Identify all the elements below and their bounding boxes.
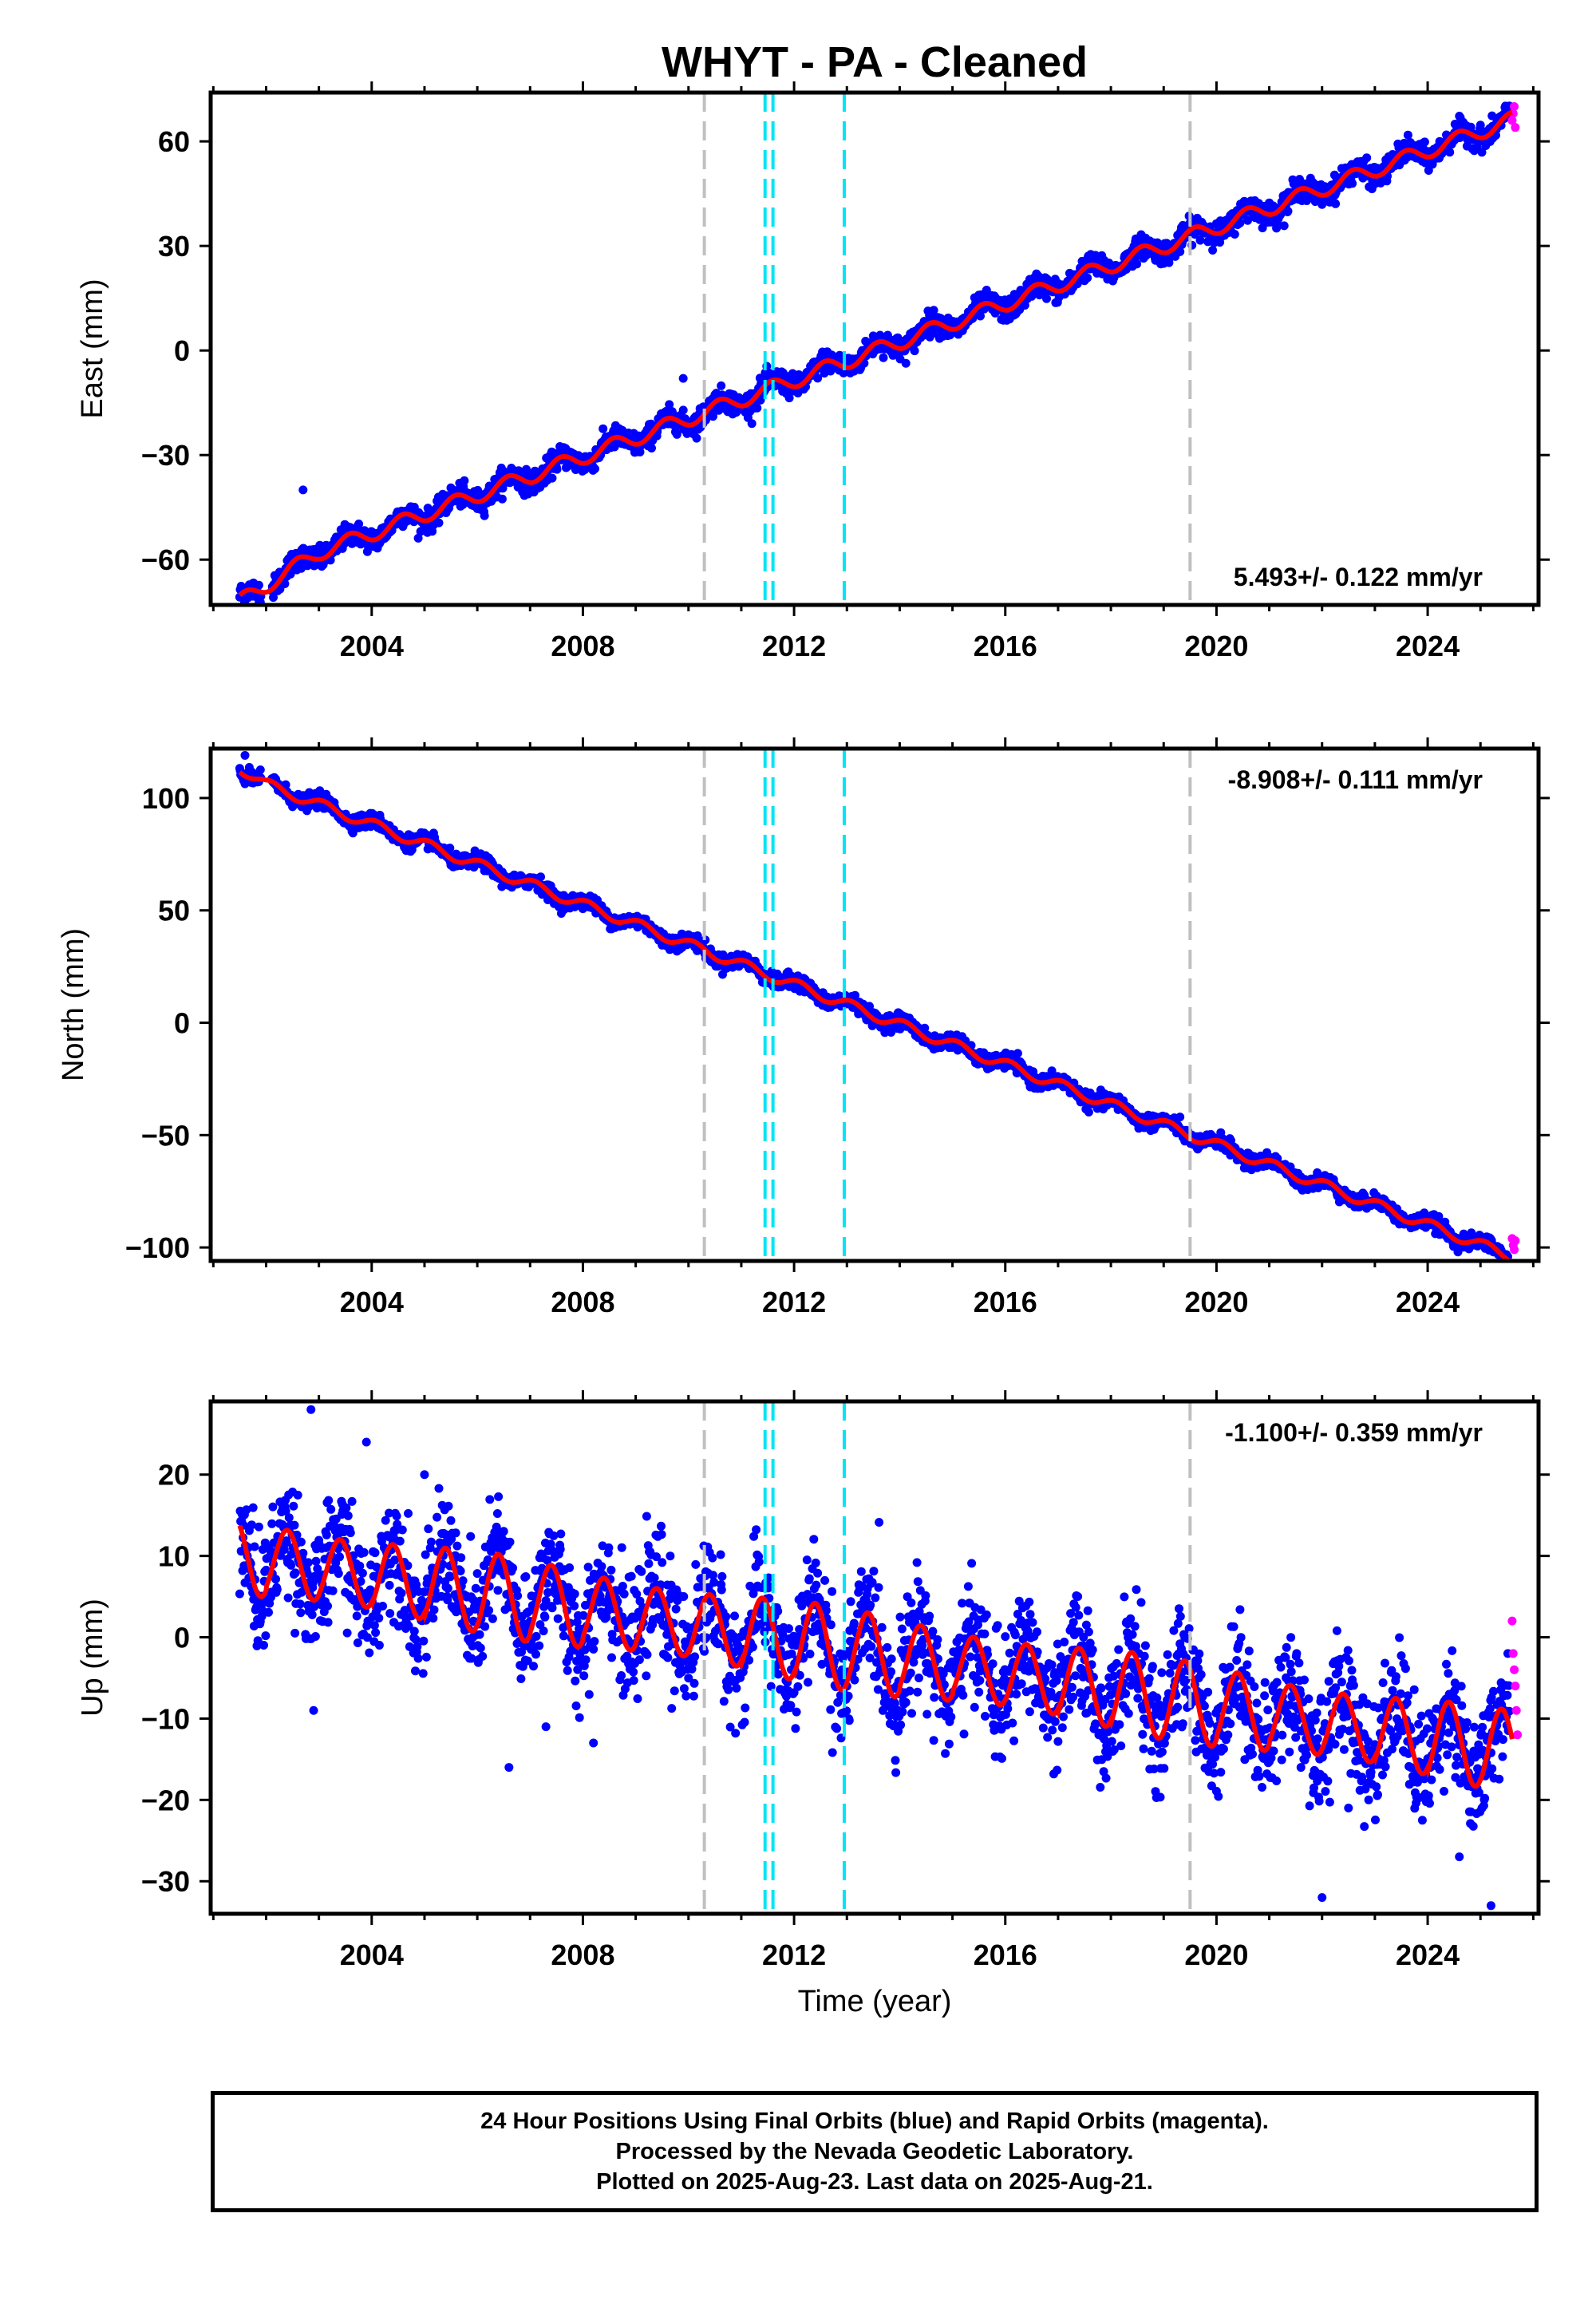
rapid-orbit-point <box>1510 101 1519 111</box>
data-point <box>591 464 599 473</box>
data-point <box>835 350 844 360</box>
x-tick-label: 2004 <box>340 630 404 662</box>
y-tick-label: −60 <box>141 543 190 576</box>
final-orbit-points-north <box>235 750 1513 1261</box>
x-tick-label: 2024 <box>1396 630 1460 662</box>
data-point <box>747 419 757 429</box>
data-point <box>1348 179 1357 188</box>
data-point <box>354 520 364 528</box>
data-point <box>784 393 794 403</box>
data-point <box>1208 246 1218 255</box>
data-point <box>672 429 681 439</box>
data-point <box>753 403 762 413</box>
data-point <box>635 447 645 456</box>
data-point <box>1175 1113 1185 1122</box>
data-point <box>413 533 423 543</box>
outlier-point <box>298 485 308 495</box>
data-point <box>813 373 823 383</box>
data-point <box>1272 223 1282 233</box>
data-point <box>1445 148 1455 157</box>
data-point <box>254 580 263 590</box>
data-point <box>280 579 290 588</box>
data-point <box>1195 235 1205 245</box>
data-point <box>1362 153 1372 163</box>
y-tick-label: −30 <box>141 439 190 472</box>
data-point <box>1132 259 1142 269</box>
y-tick-label: 0 <box>174 334 190 367</box>
data-point <box>717 381 726 390</box>
data-point <box>756 395 765 405</box>
data-point <box>692 433 701 443</box>
data-point <box>1175 247 1185 256</box>
outlier-point <box>678 373 688 383</box>
data-point <box>929 306 938 315</box>
data-point <box>1013 1049 1022 1058</box>
rate-annotation-east: 5.493+/- 0.122 mm/yr <box>1234 563 1483 591</box>
data-point <box>1283 207 1293 216</box>
data-point <box>1243 215 1252 225</box>
x-tick-label: 2016 <box>974 630 1037 662</box>
data-point <box>458 500 468 509</box>
data-point <box>1042 294 1051 303</box>
data-point <box>1403 130 1412 140</box>
data-point <box>460 476 469 485</box>
rapid-orbit-point <box>1511 123 1520 132</box>
data-point <box>1083 273 1092 283</box>
data-point <box>678 405 688 415</box>
data-point <box>497 494 507 504</box>
data-point <box>1235 218 1245 227</box>
data-point <box>879 353 888 362</box>
data-point <box>480 511 489 520</box>
data-point <box>1331 199 1341 208</box>
y-axis-label-east: East (mm) <box>76 279 109 418</box>
data-point <box>901 358 911 368</box>
plot-area-east <box>235 93 1520 605</box>
x-tick-label: 2008 <box>551 630 614 662</box>
data-point <box>552 464 562 474</box>
data-point <box>434 518 444 528</box>
panel-north: 2004 2008 2012 2016 2020 2024−100−50050100Nor… <box>57 737 1550 1318</box>
data-point <box>1420 137 1429 147</box>
panels-container: 2004 2008 2012 2016 2020 2024 −60 −30 0 30 60 East … <box>57 81 1550 1971</box>
data-point <box>498 484 508 493</box>
data-point <box>255 765 265 775</box>
data-point <box>910 346 919 356</box>
panel-east: 2004 2008 2012 2016 2020 2024 −60 −30 0 30 60 East … <box>76 81 1550 662</box>
final-orbit-points-east <box>235 101 1514 605</box>
data-point <box>1279 221 1289 231</box>
data-point <box>976 311 985 321</box>
data-point <box>647 444 656 453</box>
y-tick-label: 30 <box>158 230 190 263</box>
data-point <box>269 593 278 603</box>
y-tick-label: 60 <box>158 125 190 158</box>
figure-title: WHYT - PA - Cleaned <box>662 38 1088 86</box>
data-point <box>598 424 608 433</box>
data-point <box>547 473 557 483</box>
plot-area-north <box>235 749 1520 1261</box>
x-tick-label: 2020 <box>1184 630 1248 662</box>
data-point <box>1230 230 1239 239</box>
x-tick-label: 2012 <box>762 630 826 662</box>
data-point <box>1084 1108 1093 1117</box>
